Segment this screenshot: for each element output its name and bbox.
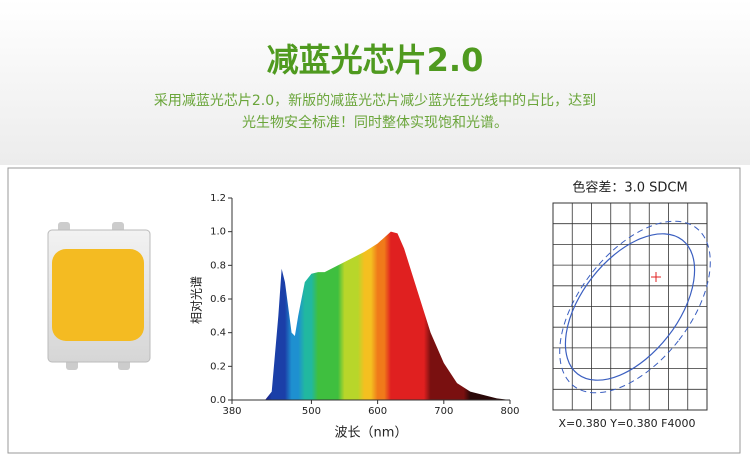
y-tick-label: 1.0 [210,227,226,238]
y-tick-label: 0.4 [210,328,226,339]
target-point [651,272,661,282]
x-tick-label: 380 [222,406,241,417]
tolerance-ellipses [559,220,711,394]
title: 减蓝光芯片2.0 [267,41,484,79]
spectrum-area [232,231,510,400]
tolerance-title: 色容差：3.0 SDCM [572,180,687,196]
header-bg [0,0,750,165]
y-tick-label: 0.8 [210,260,226,271]
spectrum-chart: 0.0 0.2 0.4 0.6 0.8 1.0 1.2 380 500 600 700 800 波长（n… [190,193,520,441]
subtitle: 光生物安全标准！同时整体实现饱和光谱。 [242,114,508,131]
led-chip [47,222,151,370]
y-tick-label: 0.6 [210,294,226,305]
y-axis-label: 相对光谱 [190,276,204,324]
y-tick-label: 0.2 [210,361,226,372]
subtitle: 采用减蓝光芯片2.0，新版的减蓝光芯片减少蓝光在光线中的占比，达到 [154,93,596,109]
x-tick-label: 700 [434,406,453,417]
x-tick-label: 500 [302,406,321,417]
tolerance-grid [552,202,708,411]
y-tick-label: 0.0 [210,395,226,406]
x-tick-label: 800 [500,406,519,417]
x-axis-label: 波长（nm） [335,426,408,441]
x-tick-label: 600 [368,406,387,417]
y-tick-label: 1.2 [210,193,226,204]
tolerance-coordinates: X=0.380 Y=0.380 F4000 [559,417,696,430]
